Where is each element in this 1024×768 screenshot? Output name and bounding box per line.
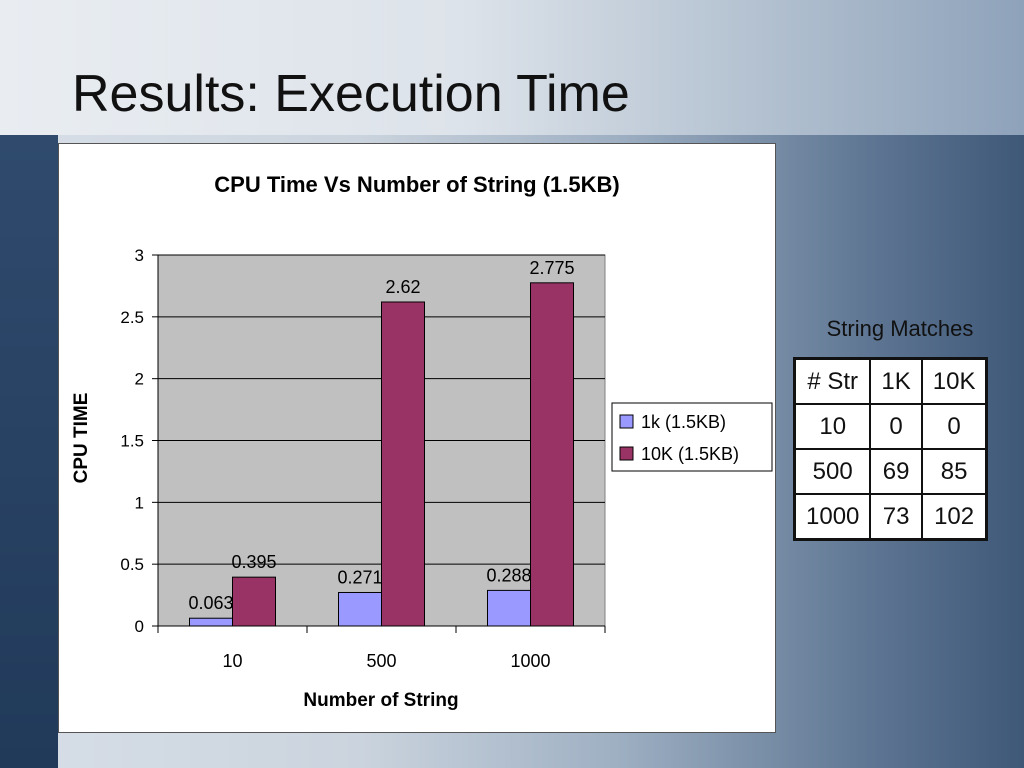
legend-label: 10K (1.5KB) bbox=[641, 444, 739, 464]
table-cell: # Str bbox=[795, 359, 871, 404]
data-label: 0.288 bbox=[486, 565, 531, 585]
table-row: 10 0 0 bbox=[795, 404, 987, 449]
data-label: 0.063 bbox=[188, 593, 233, 613]
bar bbox=[530, 282, 574, 627]
bar bbox=[487, 589, 531, 627]
y-tick-label: 0 bbox=[135, 617, 144, 636]
slide-title: Results: Execution Time bbox=[72, 65, 630, 123]
data-label: 2.62 bbox=[385, 277, 420, 297]
x-tick-label: 1000 bbox=[510, 651, 550, 671]
table-cell: 1000 bbox=[795, 494, 871, 539]
x-axis-label: Number of String bbox=[303, 690, 458, 711]
table-cell: 10 bbox=[795, 404, 871, 449]
x-tick-label: 500 bbox=[366, 651, 396, 671]
table-cell: 69 bbox=[870, 449, 922, 494]
table-cell: 85 bbox=[921, 449, 987, 494]
table-cell: 0 bbox=[870, 404, 922, 449]
bar-chart: CPU Time Vs Number of String (1.5KB) CPU… bbox=[71, 172, 773, 711]
legend-label: 1k (1.5KB) bbox=[641, 412, 726, 432]
table-cell: 10K bbox=[921, 359, 987, 404]
table-row: 1000 73 102 bbox=[795, 494, 987, 539]
chart-container: CPU Time Vs Number of String (1.5KB) CPU… bbox=[58, 143, 776, 733]
y-axis-label: CPU TIME bbox=[71, 393, 92, 484]
bar bbox=[338, 591, 382, 627]
x-tick-label: 10 bbox=[222, 651, 242, 671]
y-tick-label: 3 bbox=[135, 246, 144, 265]
y-tick-label: 1 bbox=[135, 493, 144, 512]
data-label: 2.775 bbox=[529, 258, 574, 278]
chart-title: CPU Time Vs Number of String (1.5KB) bbox=[214, 172, 619, 197]
bar bbox=[232, 576, 276, 627]
y-tick-label: 2.5 bbox=[120, 308, 144, 327]
bar bbox=[381, 301, 425, 627]
y-tick-label: 0.5 bbox=[120, 555, 144, 574]
table-cell: 500 bbox=[795, 449, 871, 494]
string-matches-table: # Str 1K 10K 10 0 0 500 69 85 1000 73 102 bbox=[793, 357, 989, 541]
table-row: 500 69 85 bbox=[795, 449, 987, 494]
bar bbox=[189, 617, 233, 627]
table-caption: String Matches bbox=[826, 316, 974, 341]
legend-swatch bbox=[619, 414, 634, 429]
left-accent-band bbox=[0, 135, 58, 768]
table-cell: 102 bbox=[921, 494, 987, 539]
y-tick-label: 2 bbox=[135, 370, 144, 389]
y-tick-label: 1.5 bbox=[120, 432, 144, 451]
table-cell: 73 bbox=[870, 494, 922, 539]
legend bbox=[611, 402, 773, 472]
title-band bbox=[0, 0, 1024, 135]
table-cell: 0 bbox=[921, 404, 987, 449]
data-label: 0.395 bbox=[231, 552, 276, 572]
table-header-row: # Str 1K 10K bbox=[795, 359, 987, 404]
data-label: 0.271 bbox=[337, 567, 382, 587]
table-cell: 1K bbox=[870, 359, 922, 404]
legend-swatch bbox=[619, 446, 634, 461]
